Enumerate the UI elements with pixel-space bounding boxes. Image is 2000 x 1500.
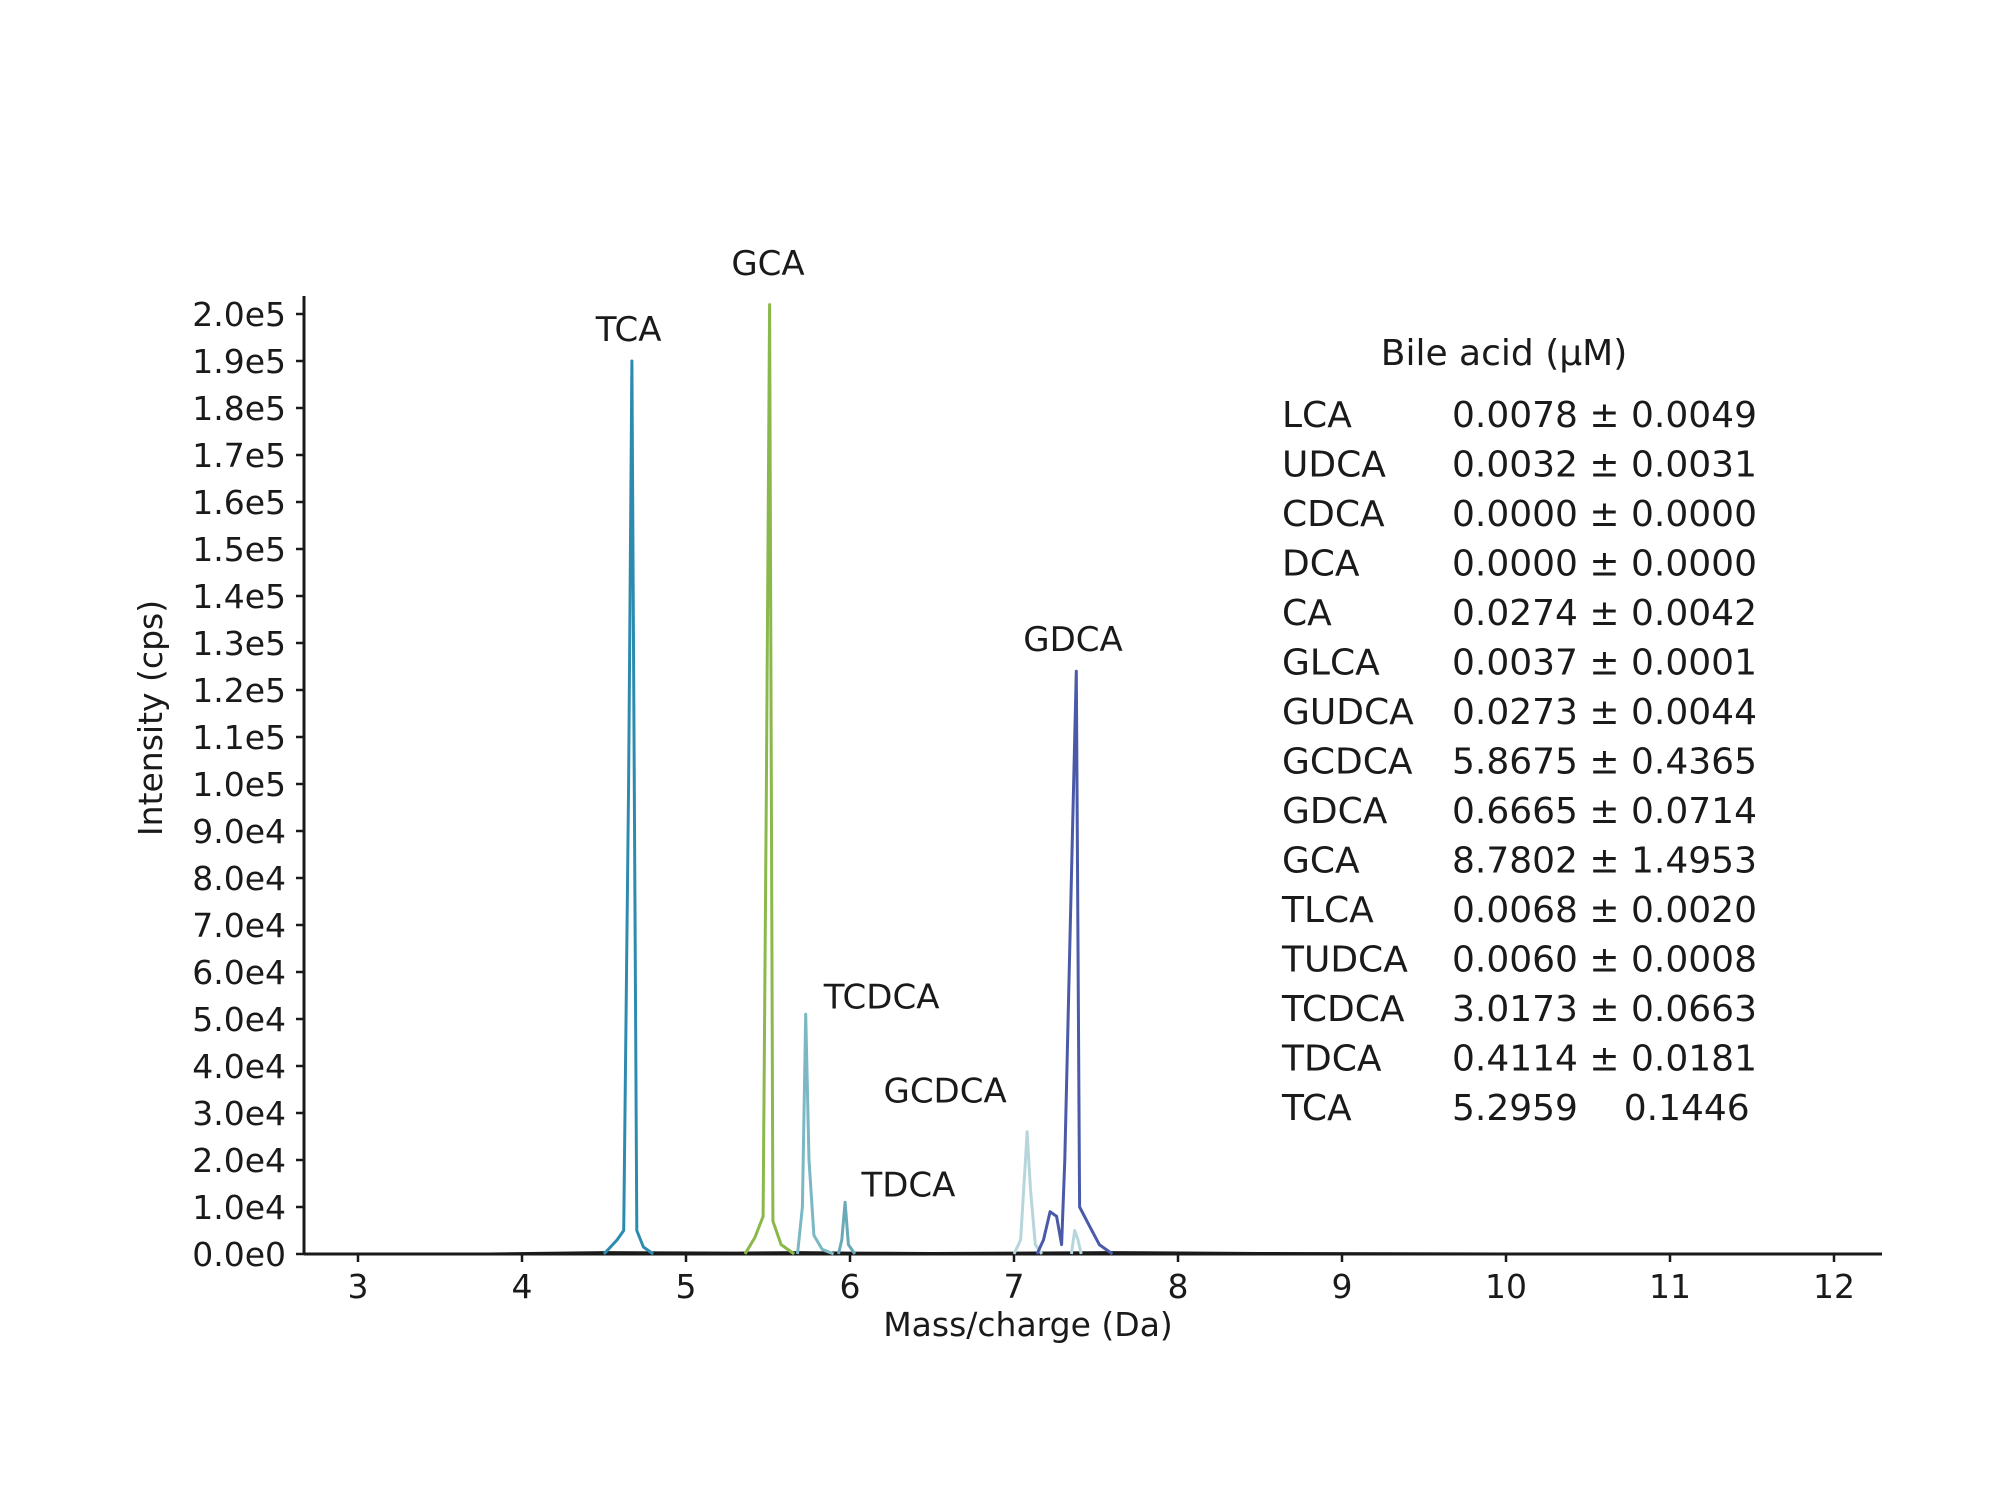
x-tick-label: 3 [348,1267,369,1306]
series-line-gcdca [1012,1130,1044,1255]
series-layer [489,303,1507,1256]
table-row-value: 0.0068 ± 0.0020 [1452,890,1757,931]
table-row-name: TLCA [1281,890,1374,931]
y-tick-label: 1.2e5 [192,671,286,710]
y-tick-label: 2.0e4 [192,1141,286,1180]
y-tick-label: 1.4e5 [192,577,286,616]
x-tick-label: 12 [1813,1267,1855,1306]
y-tick-label: 1.0e5 [192,765,286,804]
x-ticks: 3 4 5 6 7 8 9 10 11 12 [348,1254,1855,1306]
y-tick-label: 3.0e4 [192,1094,286,1133]
table-row-name: GDCA [1282,791,1388,832]
x-tick-label: 6 [840,1267,861,1306]
y-tick-label: 1.3e5 [192,624,286,663]
table-row-value: 5.8675 ± 0.4365 [1452,742,1757,783]
y-tick-label: 7.0e4 [192,906,286,945]
y-tick-label: 2.0e5 [192,295,286,334]
table-row-name: GCDCA [1282,742,1413,783]
peak-label: TCDCA [823,977,940,1017]
x-axis-title: Mass/charge (Da) [883,1305,1173,1344]
x-tick-label: 10 [1485,1267,1527,1306]
series-line-tdca [837,1200,857,1255]
series-line-tudca [1069,1229,1083,1255]
peak-label: GDCA [1023,620,1123,660]
table-row-name: UDCA [1282,445,1386,486]
table-row-value: 0.0000 ± 0.0000 [1452,494,1757,535]
y-axis-title: Intensity (cps) [131,600,170,836]
table-row-name: TUDCA [1281,940,1408,981]
table-row-value: 0.0037 ± 0.0001 [1452,643,1757,684]
y-ticks: 0.0e0 1.0e4 2.0e4 3.0e4 4.0e4 5.0e4 6.0e4 7.0e4… [192,295,304,1274]
x-tick-label: 4 [512,1267,533,1306]
table-row-name: LCA [1282,395,1352,436]
peak-label: TCA [595,310,662,350]
table-row-name: TDCA [1281,1039,1382,1080]
table-row-name: CDCA [1282,494,1385,535]
table-row-name: GUDCA [1282,692,1414,733]
peak-label: GCDCA [883,1071,1006,1111]
y-tick-label: 6.0e4 [192,953,286,992]
bile-acid-table: Bile acid (µM) LCA 0.0078 ± 0.0049 UDCA 0.0… [1281,333,1757,1129]
series-line-tcdca [796,1012,835,1256]
table-row-value: 0.0000 ± 0.0000 [1452,544,1757,585]
series-line-baseline [489,1251,1507,1256]
y-tick-label: 8.0e4 [192,859,286,898]
peak-label: TDCA [860,1165,955,1205]
table-row-name: GCA [1282,841,1360,882]
x-tick-label: 9 [1332,1267,1353,1306]
table-title: Bile acid (µM) [1381,333,1628,374]
table-row-name: DCA [1282,544,1360,585]
series-line-tca [602,359,655,1256]
table-row-value: 0.6665 ± 0.0714 [1452,791,1757,832]
table-row-value: 0.0274 ± 0.0042 [1452,593,1757,634]
y-tick-label: 1.9e5 [192,342,286,381]
table-row-value: 5.2959 0.1446 [1452,1088,1750,1129]
table-row-name: GLCA [1282,643,1380,684]
y-tick-label: 1.7e5 [192,436,286,475]
x-tick-label: 8 [1168,1267,1189,1306]
y-tick-label: 5.0e4 [192,1000,286,1039]
x-tick-label: 7 [1004,1267,1025,1306]
y-tick-label: 1.0e4 [192,1188,286,1227]
y-tick-label: 1.1e5 [192,718,286,757]
table-row-value: 0.0032 ± 0.0031 [1452,445,1757,486]
table-row-value: 0.4114 ± 0.0181 [1452,1039,1757,1080]
y-tick-label: 9.0e4 [192,812,286,851]
y-tick-label: 0.0e0 [192,1235,286,1274]
table-row-value: 0.0273 ± 0.0044 [1452,692,1757,733]
peak-label-layer: TCA GCA TCDCA TDCA GCDCA GDCA [595,244,1123,1205]
table-row-name: TCDCA [1281,989,1405,1030]
table-row-value: 0.0078 ± 0.0049 [1452,395,1757,436]
table-row-name: TCA [1281,1088,1352,1129]
table-row-name: CA [1282,593,1332,634]
y-tick-label: 4.0e4 [192,1047,286,1086]
y-tick-label: 1.8e5 [192,389,286,428]
table-row-value: 8.7802 ± 1.4953 [1452,841,1757,882]
table-row-value: 0.0060 ± 0.0008 [1452,940,1757,981]
table-row-value: 3.0173 ± 0.0663 [1452,989,1757,1030]
x-tick-label: 11 [1649,1267,1691,1306]
y-tick-label: 1.5e5 [192,530,286,569]
peak-label: GCA [731,244,804,284]
series-line-gdca [1035,669,1114,1256]
series-line-gca [743,303,796,1256]
y-tick-label: 1.6e5 [192,483,286,522]
x-tick-label: 5 [676,1267,697,1306]
